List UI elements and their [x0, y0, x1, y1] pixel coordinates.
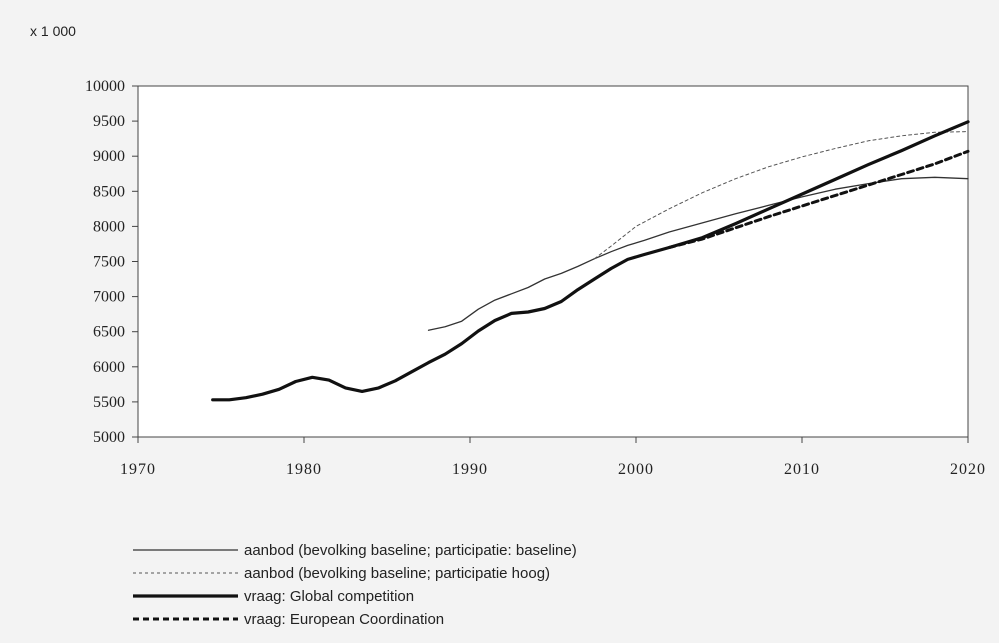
series-line-4 [667, 149, 970, 249]
y-tick-label: 5000 [93, 429, 125, 446]
legend-label-1: aanbod (bevolking baseline; participatie… [244, 542, 577, 559]
x-tick-label: 1980 [286, 461, 322, 478]
legend-label-3: vraag: Global competition [244, 588, 414, 605]
y-tick-label: 9000 [93, 148, 125, 165]
y-tick-label: 7500 [93, 254, 125, 271]
x-tick-label: 1990 [452, 461, 488, 478]
legend: aanbod (bevolking baseline; participatie… [133, 542, 577, 628]
x-tick-label: 2000 [618, 461, 654, 478]
series-line-1 [427, 176, 969, 331]
y-tick-label: 8000 [93, 218, 125, 235]
y-tick-label: 9500 [93, 113, 125, 130]
y-tick-label: 10000 [85, 78, 125, 95]
y-tick-label: 7000 [93, 289, 125, 306]
x-tick-label: 1970 [120, 461, 156, 478]
legend-label-4: vraag: European Coordination [244, 611, 444, 628]
series-line-2 [594, 131, 969, 260]
x-tick-label: 2020 [950, 461, 986, 478]
y-tick-label: 5500 [93, 394, 125, 411]
series-layer [211, 120, 970, 402]
y-tick-label: 6500 [93, 324, 125, 341]
axes: 5000 5500 6000 6500 7000 7500 8000 8500 9000 9500… [85, 78, 986, 478]
y-tick-label: 6000 [93, 359, 125, 376]
x-tick-label: 2010 [784, 461, 820, 478]
series-line-3 [211, 120, 970, 402]
y-unit-label: x 1 000 [30, 23, 76, 39]
plot-area [137, 85, 969, 438]
legend-label-2: aanbod (bevolking baseline; participatie… [244, 565, 550, 582]
y-tick-label: 8500 [93, 183, 125, 200]
